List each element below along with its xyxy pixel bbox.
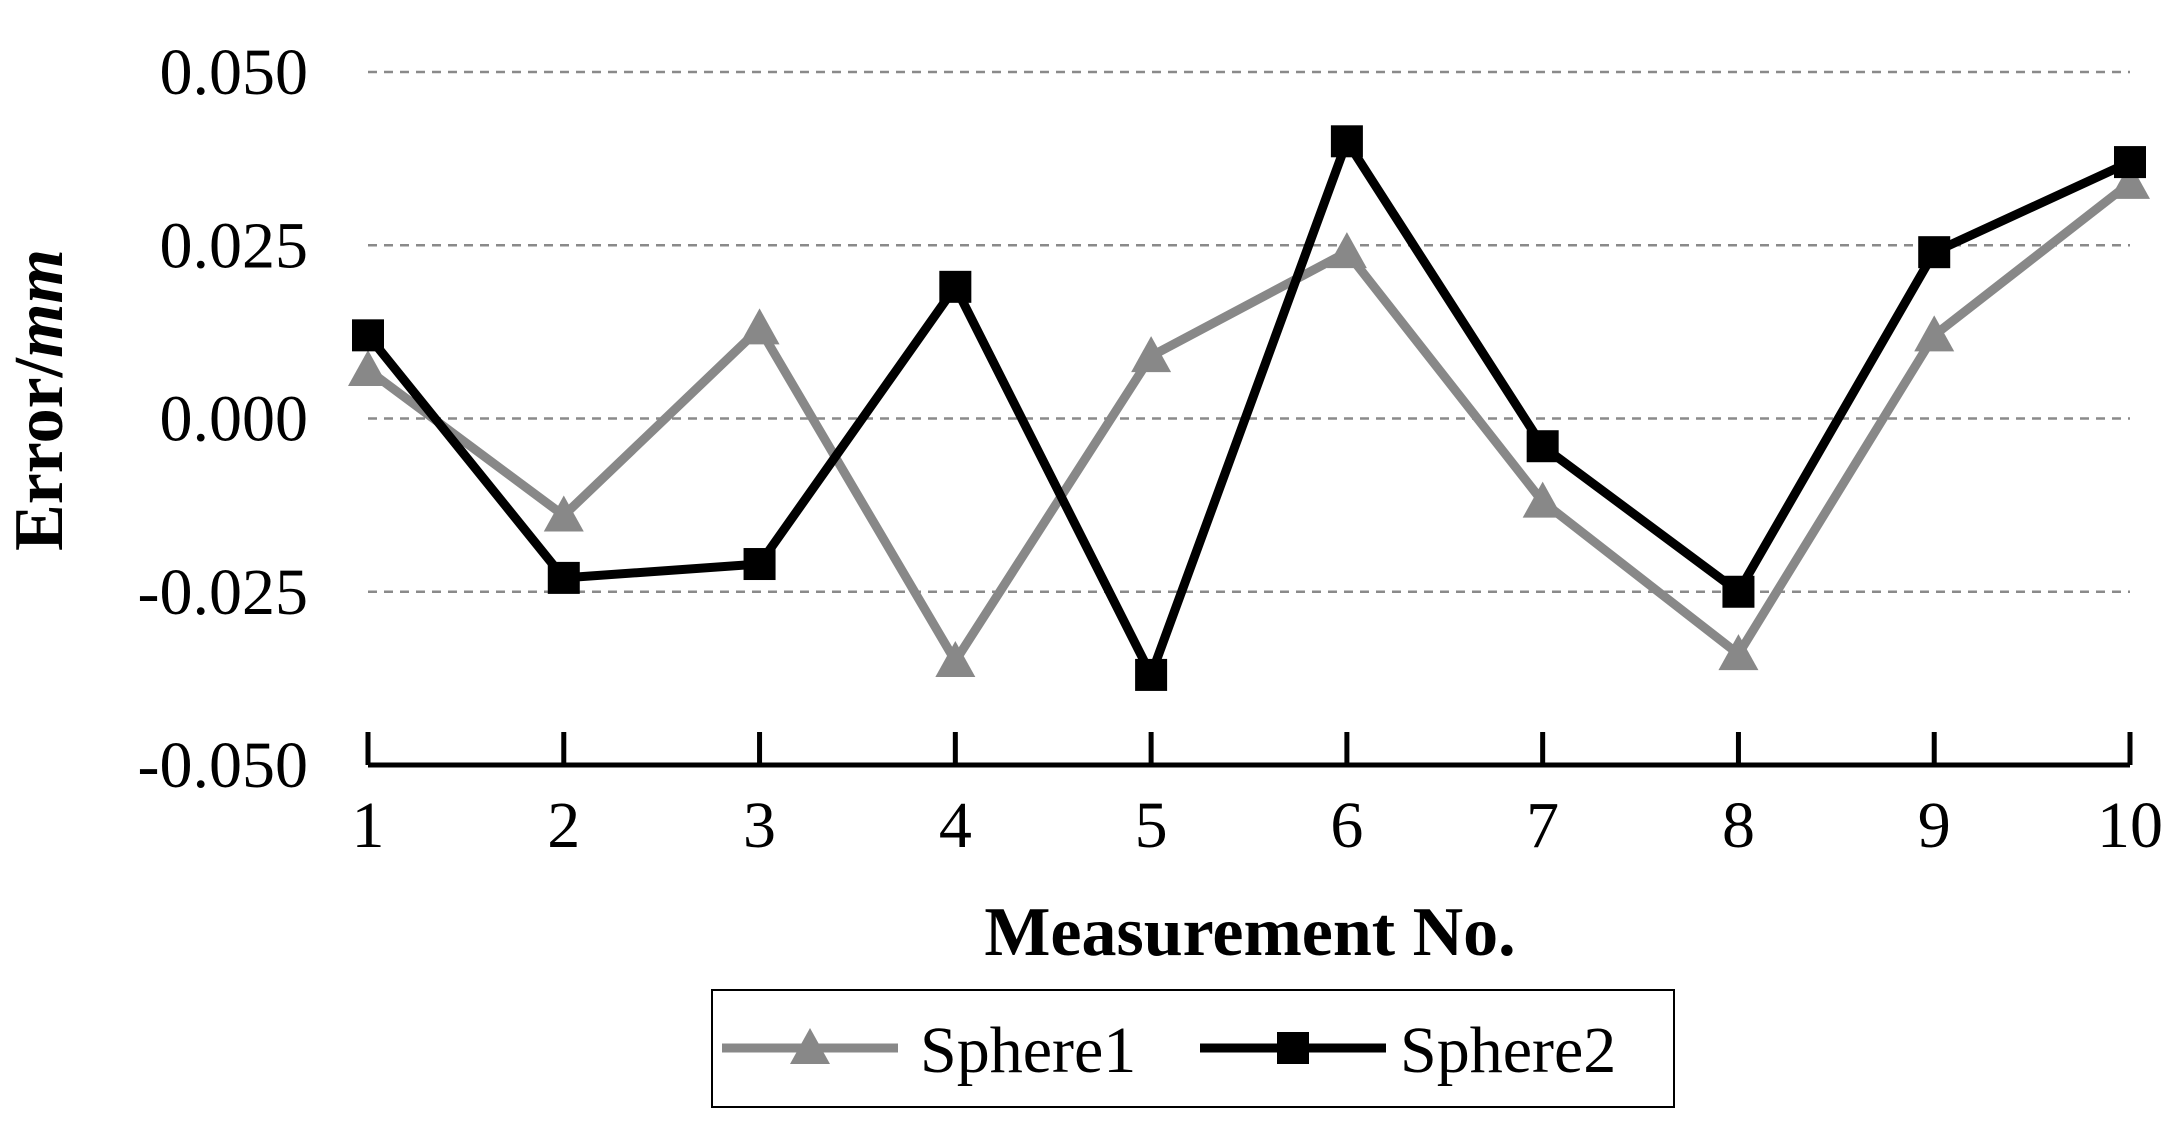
series-line bbox=[363, 178, 2135, 666]
legend-label: Sphere2 bbox=[1400, 1014, 1616, 1087]
y-tick-label: 0.025 bbox=[160, 209, 309, 282]
data-point bbox=[1718, 634, 1759, 671]
series-line bbox=[363, 136, 2135, 680]
data-point bbox=[1526, 430, 1559, 463]
series-sphere1 bbox=[348, 162, 2150, 678]
data-point bbox=[1918, 236, 1951, 269]
data-point bbox=[547, 561, 580, 594]
legend-item: Sphere2 bbox=[1200, 1014, 1616, 1087]
data-point bbox=[2114, 146, 2146, 179]
y-tick-label: 0.050 bbox=[160, 36, 309, 109]
x-tick-label: 2 bbox=[547, 789, 580, 862]
x-tick-label: 9 bbox=[1918, 789, 1951, 862]
x-tick-label: 1 bbox=[352, 789, 385, 862]
data-point bbox=[348, 349, 388, 386]
data-point bbox=[1131, 336, 1172, 373]
y-axis-title: Error/mm bbox=[1, 249, 78, 551]
legend-label: Sphere1 bbox=[920, 1014, 1136, 1087]
data-point bbox=[1522, 481, 1563, 518]
y-tick-label: -0.025 bbox=[138, 556, 308, 629]
x-tick-label: 4 bbox=[939, 789, 972, 862]
legend-items: Sphere1 Sphere2 bbox=[722, 1014, 1616, 1087]
axes bbox=[365, 732, 2133, 768]
data-point bbox=[1326, 232, 1367, 269]
y-axis-title-text: Error/ bbox=[1, 356, 78, 551]
data-point bbox=[1135, 658, 1168, 691]
x-tick-label: 5 bbox=[1135, 789, 1168, 862]
x-tick-label: 10 bbox=[2097, 789, 2163, 862]
x-tick-label: 8 bbox=[1722, 789, 1755, 862]
legend-swatch-marker bbox=[790, 1028, 830, 1064]
legend-box bbox=[711, 989, 1675, 1108]
x-tick-label: 6 bbox=[1330, 789, 1363, 862]
data-point bbox=[1330, 125, 1363, 158]
data-point bbox=[739, 308, 780, 345]
y-tick-label: 0.000 bbox=[160, 383, 309, 456]
data-point bbox=[939, 270, 972, 303]
legend-swatch-marker bbox=[1277, 1032, 1309, 1064]
data-point bbox=[743, 548, 776, 581]
y-tick-label: -0.050 bbox=[138, 729, 308, 802]
gridlines bbox=[368, 70, 2130, 593]
x-axis-title: Measurement No. bbox=[984, 894, 1515, 971]
legend: Sphere1 Sphere2 bbox=[711, 989, 1675, 1108]
data-point bbox=[352, 319, 384, 352]
legend-item: Sphere1 bbox=[722, 1014, 1136, 1087]
x-tick-label: 3 bbox=[743, 789, 776, 862]
data-point bbox=[935, 641, 976, 678]
series-sphere2 bbox=[352, 125, 2146, 691]
x-tick-label: 7 bbox=[1526, 789, 1559, 862]
data-point bbox=[1722, 575, 1755, 608]
tick-labels: -0.050 -0.025 0.000 0.025 0.050 1 2 3 4 5 6 7 8 9 10 bbox=[138, 36, 2163, 862]
series bbox=[348, 125, 2150, 691]
y-axis-title-unit: mm bbox=[1, 249, 78, 358]
data-point bbox=[543, 495, 584, 532]
data-point bbox=[1914, 315, 1955, 352]
data-point bbox=[2110, 162, 2150, 199]
